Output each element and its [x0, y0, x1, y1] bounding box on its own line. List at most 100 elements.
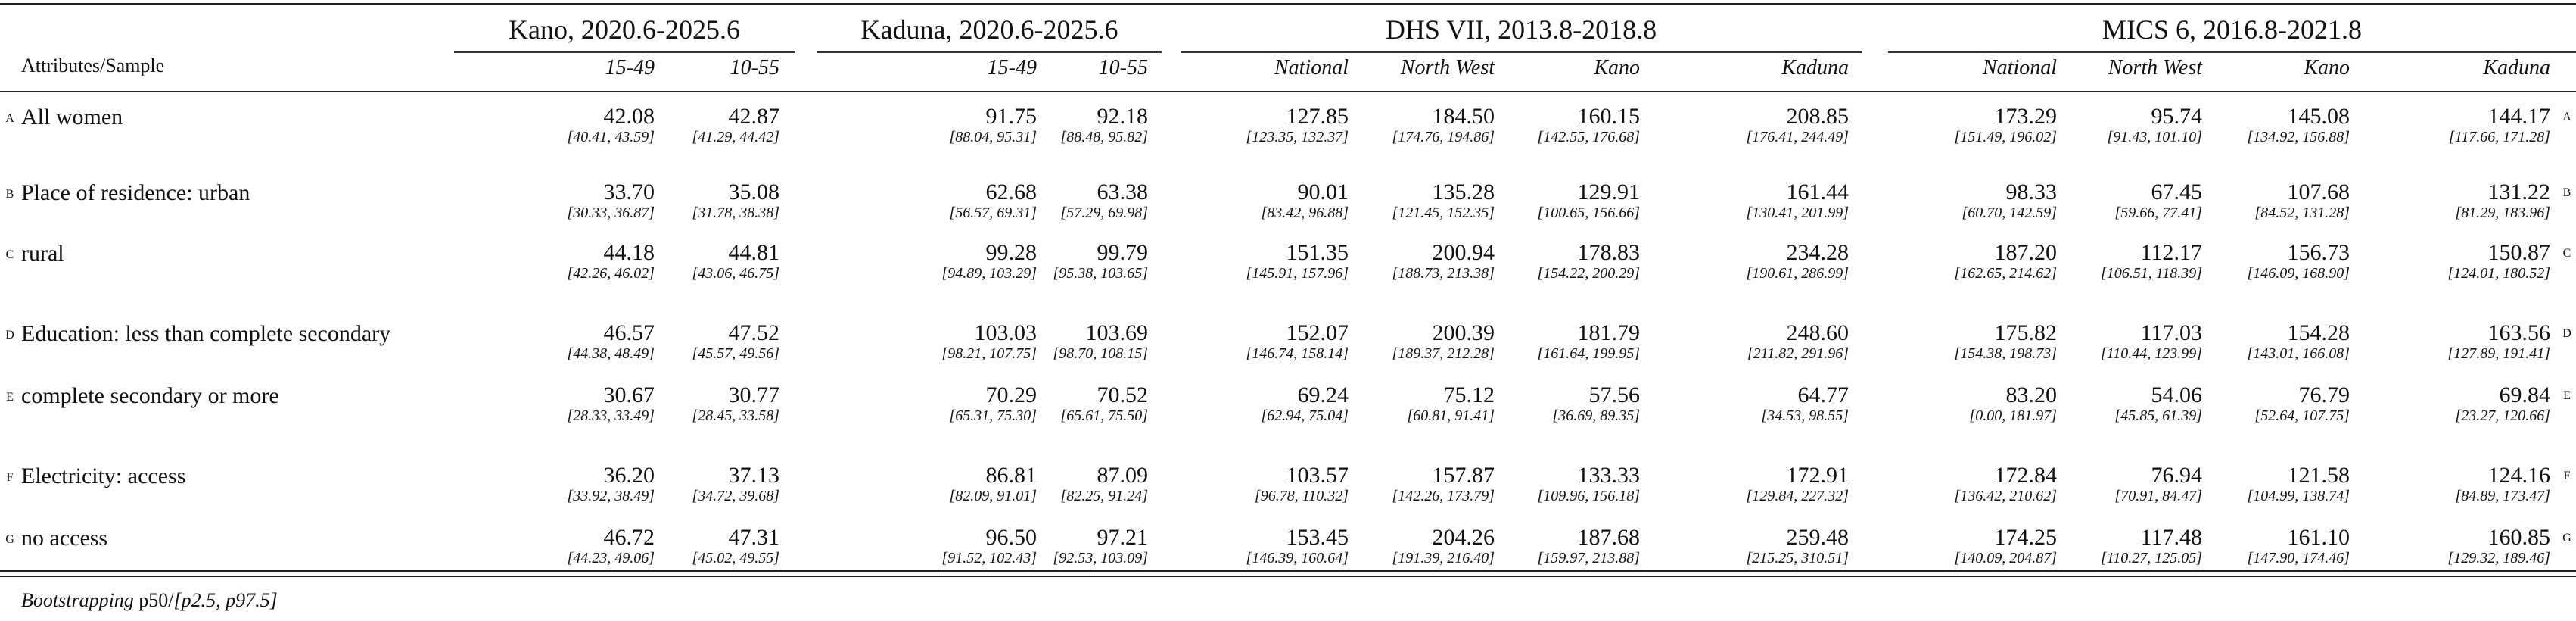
- cell-interval: [59.66, 77.41]: [2114, 204, 2202, 221]
- cell-interval: [98.70, 108.15]: [1053, 345, 1148, 362]
- cell-interval: [60.70, 142.59]: [1962, 204, 2057, 221]
- cell-interval: [52.64, 107.75]: [2254, 407, 2350, 424]
- cell-interval: [117.66, 171.28]: [2448, 129, 2550, 145]
- cell-value: 30.67: [603, 382, 655, 407]
- cell-interval: [45.85, 61.39]: [2114, 407, 2202, 424]
- cell-value: 163.56: [2487, 320, 2551, 345]
- cell-value: 87.09: [1097, 463, 1149, 488]
- cell-value: 92.18: [1097, 104, 1149, 129]
- cell-value: 95.74: [2151, 104, 2203, 129]
- bottom-rule-1: [0, 570, 2576, 572]
- cell-value: 103.03: [974, 320, 1038, 345]
- table-cell: 121.58 [104.99, 138.74]: [2214, 463, 2350, 505]
- column-header: National: [1982, 56, 2057, 80]
- column-header: Kaduna: [1781, 56, 1849, 80]
- table-cell: 76.94 [70.91, 84.47]: [2066, 463, 2202, 505]
- table-cell: 175.82 [154.38, 198.73]: [1921, 321, 2057, 363]
- cell-interval: [28.33, 33.49]: [567, 407, 655, 424]
- cell-interval: [88.48, 95.82]: [1060, 129, 1148, 145]
- cell-value: 103.69: [1085, 320, 1149, 345]
- cell-value: 156.73: [2287, 240, 2350, 265]
- cell-value: 135.28: [1432, 179, 1495, 204]
- cell-interval: [60.81, 91.41]: [1407, 407, 1495, 424]
- cell-interval: [129.32, 189.46]: [2447, 550, 2550, 566]
- row-letter: B: [5, 188, 14, 201]
- cell-value: 178.83: [1577, 240, 1641, 265]
- cell-interval: [91.52, 102.43]: [941, 550, 1037, 566]
- cell-interval: [136.42, 210.62]: [1954, 488, 2057, 504]
- cell-interval: [147.90, 174.46]: [2247, 550, 2350, 566]
- table-cell: 90.01 [83.42, 96.88]: [1212, 179, 1349, 222]
- table-cell: 259.48 [215.25, 310.51]: [1713, 526, 1849, 567]
- table-cell: 200.39 [189.37, 212.28]: [1358, 321, 1495, 363]
- cell-interval: [154.38, 198.73]: [1954, 345, 2057, 362]
- cell-value: 161.10: [2287, 525, 2350, 550]
- cell-value: 64.77: [1797, 382, 1850, 407]
- table-cell: 103.03 [98.21, 107.75]: [901, 320, 1038, 363]
- cell-value: 70.29: [985, 382, 1038, 407]
- cell-value: 54.06: [2151, 382, 2203, 407]
- cell-value: 153.45: [1286, 525, 1349, 550]
- cell-interval: [98.21, 107.75]: [941, 345, 1037, 362]
- top-rule: [0, 3, 2576, 5]
- table-cell: 161.44 [130.41, 201.99]: [1713, 180, 1849, 222]
- table-cell: 184.50 [174.76, 194.86]: [1358, 105, 1495, 146]
- cell-value: 90.01: [1297, 179, 1349, 204]
- group-underline: [1181, 51, 1862, 53]
- table-cell: 87.09 [82.25, 91.24]: [1012, 463, 1149, 505]
- cell-value: 145.08: [2287, 104, 2350, 129]
- column-header: National: [1274, 56, 1349, 80]
- cell-interval: [191.39, 216.40]: [1392, 550, 1495, 566]
- table-cell: 178.83 [154.22, 200.29]: [1504, 241, 1640, 282]
- cell-value: 144.17: [2487, 104, 2551, 129]
- cell-interval: [104.99, 138.74]: [2247, 488, 2350, 504]
- cell-interval: [188.73, 213.38]: [1392, 265, 1495, 282]
- cell-interval: [82.09, 91.01]: [949, 488, 1037, 504]
- table-cell: 157.87 [142.26, 173.79]: [1358, 463, 1495, 505]
- cell-interval: [62.94, 75.04]: [1261, 407, 1349, 424]
- cell-value: 151.35: [1286, 240, 1349, 265]
- cell-interval: [84.89, 173.47]: [2455, 488, 2550, 504]
- group-title: Kano, 2020.6-2025.6: [509, 14, 740, 45]
- table-cell: 163.56 [127.89, 191.41]: [2414, 320, 2551, 363]
- cell-value: 160.15: [1577, 104, 1641, 129]
- cell-value: 98.33: [2005, 179, 2058, 204]
- cell-interval: [84.52, 131.28]: [2254, 204, 2350, 221]
- group-title: DHS VII, 2013.8-2018.8: [1385, 14, 1657, 45]
- table-cell: 30.77 [28.45, 33.58]: [643, 382, 780, 425]
- row-label: B Place of residence: urban: [0, 180, 250, 206]
- column-header: North West: [2108, 56, 2202, 80]
- cell-interval: [34.53, 98.55]: [1761, 407, 1849, 424]
- table-cell: 37.13 [34.72, 39.68]: [643, 463, 779, 505]
- table-cell: 131.22 [81.29, 183.96]: [2414, 179, 2551, 222]
- cell-value: 69.24: [1297, 382, 1349, 407]
- row-label-text: Place of residence: urban: [21, 180, 250, 205]
- footnote-stat: p50/: [138, 589, 174, 611]
- table-cell: 76.79 [52.64, 107.75]: [2214, 382, 2350, 425]
- row-label: D Education: less than complete secondary: [0, 321, 390, 347]
- row-letter-right: A: [2562, 111, 2571, 123]
- cell-value: 35.08: [728, 179, 780, 204]
- cell-value: 234.28: [1786, 240, 1850, 265]
- cell-interval: [23.27, 120.66]: [2455, 407, 2550, 424]
- cell-value: 112.17: [2140, 240, 2202, 265]
- footnote-method: Bootstrapping: [21, 589, 134, 611]
- bottom-rule-2: [0, 576, 2576, 577]
- cell-value: 30.77: [728, 382, 780, 407]
- cell-value: 76.79: [2298, 382, 2350, 407]
- table-cell: 47.31 [45.02, 49.55]: [643, 526, 779, 567]
- group-underline: [817, 51, 1162, 53]
- cell-value: 103.57: [1286, 463, 1349, 488]
- cell-value: 172.91: [1786, 463, 1850, 488]
- table-cell: 97.21 [92.53, 103.09]: [1012, 526, 1148, 567]
- cell-value: 99.28: [985, 240, 1038, 265]
- table-cell: 36.20 [33.92, 38.49]: [518, 463, 655, 505]
- cell-value: 67.45: [2151, 179, 2203, 204]
- cell-value: 131.22: [2487, 179, 2551, 204]
- cell-value: 152.07: [1286, 320, 1349, 345]
- cell-value: 117.48: [2140, 525, 2202, 550]
- table-cell: 204.26 [191.39, 216.40]: [1358, 526, 1495, 567]
- cell-interval: [110.44, 123.99]: [2100, 345, 2202, 362]
- cell-interval: [96.78, 110.32]: [1254, 488, 1349, 504]
- cell-interval: [42.26, 46.02]: [567, 265, 655, 282]
